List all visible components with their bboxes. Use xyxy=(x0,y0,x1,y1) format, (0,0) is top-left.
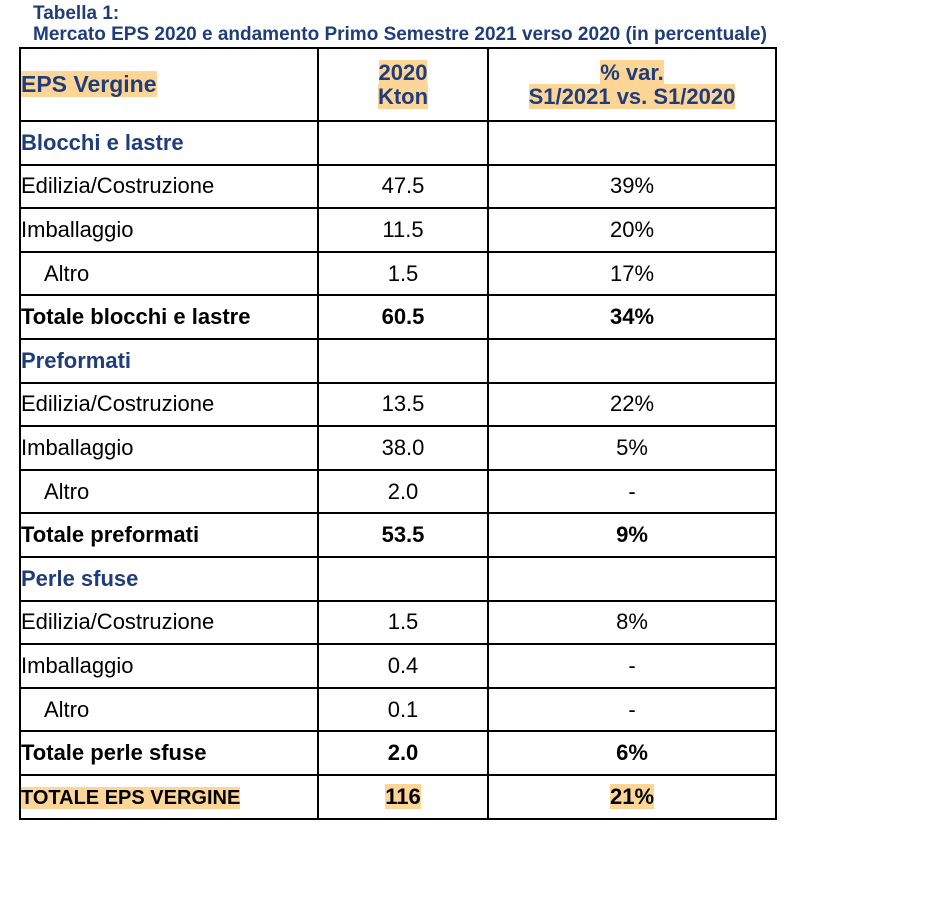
table-row: Altro 2.0 - xyxy=(19,468,777,515)
row-var: - xyxy=(487,468,777,515)
section-title: Blocchi e lastre xyxy=(19,120,319,166)
row-kton: 1.5 xyxy=(317,250,489,297)
empty-cell xyxy=(317,337,489,384)
empty-cell xyxy=(487,555,777,602)
row-kton: 47.5 xyxy=(317,163,489,210)
grand-total-row: TOTALE EPS VERGINE 116 21% xyxy=(19,773,777,820)
row-label: Imballaggio xyxy=(19,207,319,253)
grand-total-var: 21% xyxy=(609,783,655,809)
table-row: Altro 1.5 17% xyxy=(19,250,777,297)
table-row: Imballaggio 38.0 5% xyxy=(19,425,777,471)
header-var-label: % var. xyxy=(600,59,664,85)
row-kton: 0.1 xyxy=(317,686,489,733)
row-label: Edilizia/Costruzione xyxy=(19,381,319,428)
header-var: % var. S1/2021 vs. S1/2020 xyxy=(487,47,777,122)
header-2020-kton: 2020 Kton xyxy=(317,47,489,122)
row-var: - xyxy=(487,686,777,733)
row-var: 22% xyxy=(487,381,777,428)
section-row: Perle sfuse xyxy=(19,555,777,602)
total-var: 9% xyxy=(487,512,777,558)
row-kton: 2.0 xyxy=(317,468,489,515)
total-kton: 60.5 xyxy=(317,294,489,340)
row-var: 20% xyxy=(487,207,777,253)
empty-cell xyxy=(487,120,777,166)
header-eps-vergine: EPS Vergine xyxy=(19,47,319,122)
section-title: Perle sfuse xyxy=(19,555,319,602)
table-header-row: EPS Vergine 2020 Kton % var. S1/2021 vs.… xyxy=(19,47,777,122)
total-var: 6% xyxy=(487,730,777,776)
total-kton: 2.0 xyxy=(317,730,489,776)
caption-title: Tabella 1: xyxy=(33,3,120,24)
grand-total-kton: 116 xyxy=(385,783,421,809)
total-label: Totale perle sfuse xyxy=(19,730,319,776)
total-label: Totale preformati xyxy=(19,512,319,558)
total-row: Totale perle sfuse 2.0 6% xyxy=(19,730,777,776)
grand-total-label: TOTALE EPS VERGINE xyxy=(21,786,241,809)
table-row: Altro 0.1 - xyxy=(19,686,777,733)
grand-total-label-cell: TOTALE EPS VERGINE xyxy=(19,773,319,820)
empty-cell xyxy=(317,555,489,602)
table-row: Imballaggio 0.4 - xyxy=(19,643,777,689)
table-caption: Tabella 1: Mercato EPS 2020 e andamento … xyxy=(33,3,767,45)
section-row: Blocchi e lastre xyxy=(19,120,777,166)
row-var: 17% xyxy=(487,250,777,297)
row-label: Altro xyxy=(19,250,319,297)
table-row: Edilizia/Costruzione 13.5 22% xyxy=(19,381,777,428)
caption-subtitle: Mercato EPS 2020 e andamento Primo Semes… xyxy=(33,24,767,45)
row-label: Altro xyxy=(19,686,319,733)
total-row: Totale blocchi e lastre 60.5 34% xyxy=(19,294,777,340)
header-kton-label: Kton xyxy=(377,83,429,109)
header-2020-label: 2020 xyxy=(378,59,428,85)
total-label: Totale blocchi e lastre xyxy=(19,294,319,340)
row-kton: 0.4 xyxy=(317,643,489,689)
header-period-label: S1/2021 vs. S1/2020 xyxy=(528,83,736,109)
header-eps-vergine-label: EPS Vergine xyxy=(21,71,157,97)
row-kton: 13.5 xyxy=(317,381,489,428)
row-label: Edilizia/Costruzione xyxy=(19,599,319,646)
table-row: Imballaggio 11.5 20% xyxy=(19,207,777,253)
table-row: Edilizia/Costruzione 1.5 8% xyxy=(19,599,777,646)
row-label: Imballaggio xyxy=(19,425,319,471)
row-var: 5% xyxy=(487,425,777,471)
empty-cell xyxy=(317,120,489,166)
row-kton: 11.5 xyxy=(317,207,489,253)
row-var: - xyxy=(487,643,777,689)
row-var: 39% xyxy=(487,163,777,210)
row-label: Edilizia/Costruzione xyxy=(19,163,319,210)
row-var: 8% xyxy=(487,599,777,646)
grand-total-var-cell: 21% xyxy=(487,773,777,820)
table-row: Edilizia/Costruzione 47.5 39% xyxy=(19,163,777,210)
section-row: Preformati xyxy=(19,337,777,384)
row-kton: 38.0 xyxy=(317,425,489,471)
row-kton: 1.5 xyxy=(317,599,489,646)
section-title: Preformati xyxy=(19,337,319,384)
row-label: Imballaggio xyxy=(19,643,319,689)
row-label: Altro xyxy=(19,468,319,515)
grand-total-kton-cell: 116 xyxy=(317,773,489,820)
empty-cell xyxy=(487,337,777,384)
total-kton: 53.5 xyxy=(317,512,489,558)
total-row: Totale preformati 53.5 9% xyxy=(19,512,777,558)
eps-market-table: EPS Vergine 2020 Kton % var. S1/2021 vs.… xyxy=(19,47,777,820)
total-var: 34% xyxy=(487,294,777,340)
